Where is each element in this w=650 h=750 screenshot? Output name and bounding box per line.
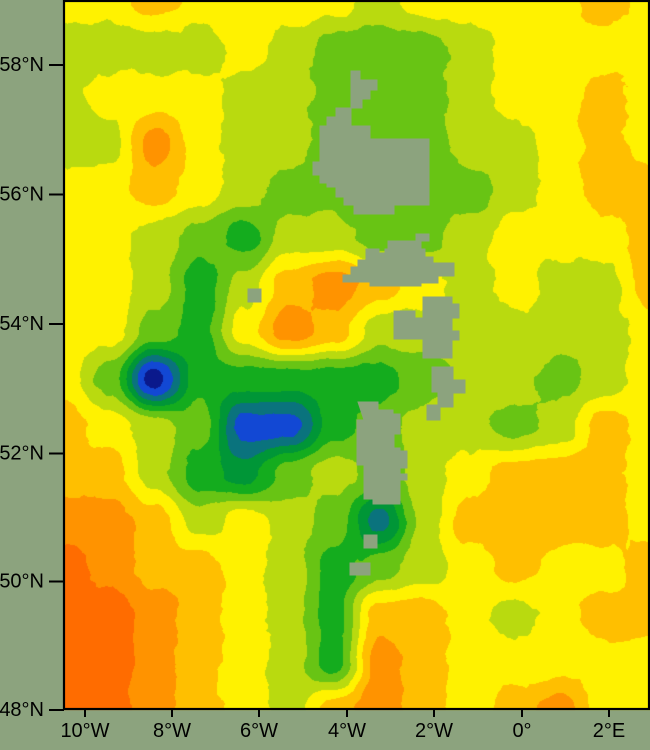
svg-text:52°N: 52°N [0,443,44,465]
svg-text:0°: 0° [512,720,531,742]
svg-text:8°W: 8°W [153,720,191,742]
svg-text:2°W: 2°W [415,720,453,742]
svg-text:54°N: 54°N [0,313,44,335]
svg-text:4°W: 4°W [328,720,366,742]
svg-text:10°W: 10°W [60,720,109,742]
svg-text:2°E: 2°E [593,720,625,742]
svg-text:48°N: 48°N [0,699,44,721]
svg-text:50°N: 50°N [0,571,44,593]
svg-text:56°N: 56°N [0,184,44,206]
svg-text:58°N: 58°N [0,54,44,76]
svg-text:6°W: 6°W [240,720,278,742]
